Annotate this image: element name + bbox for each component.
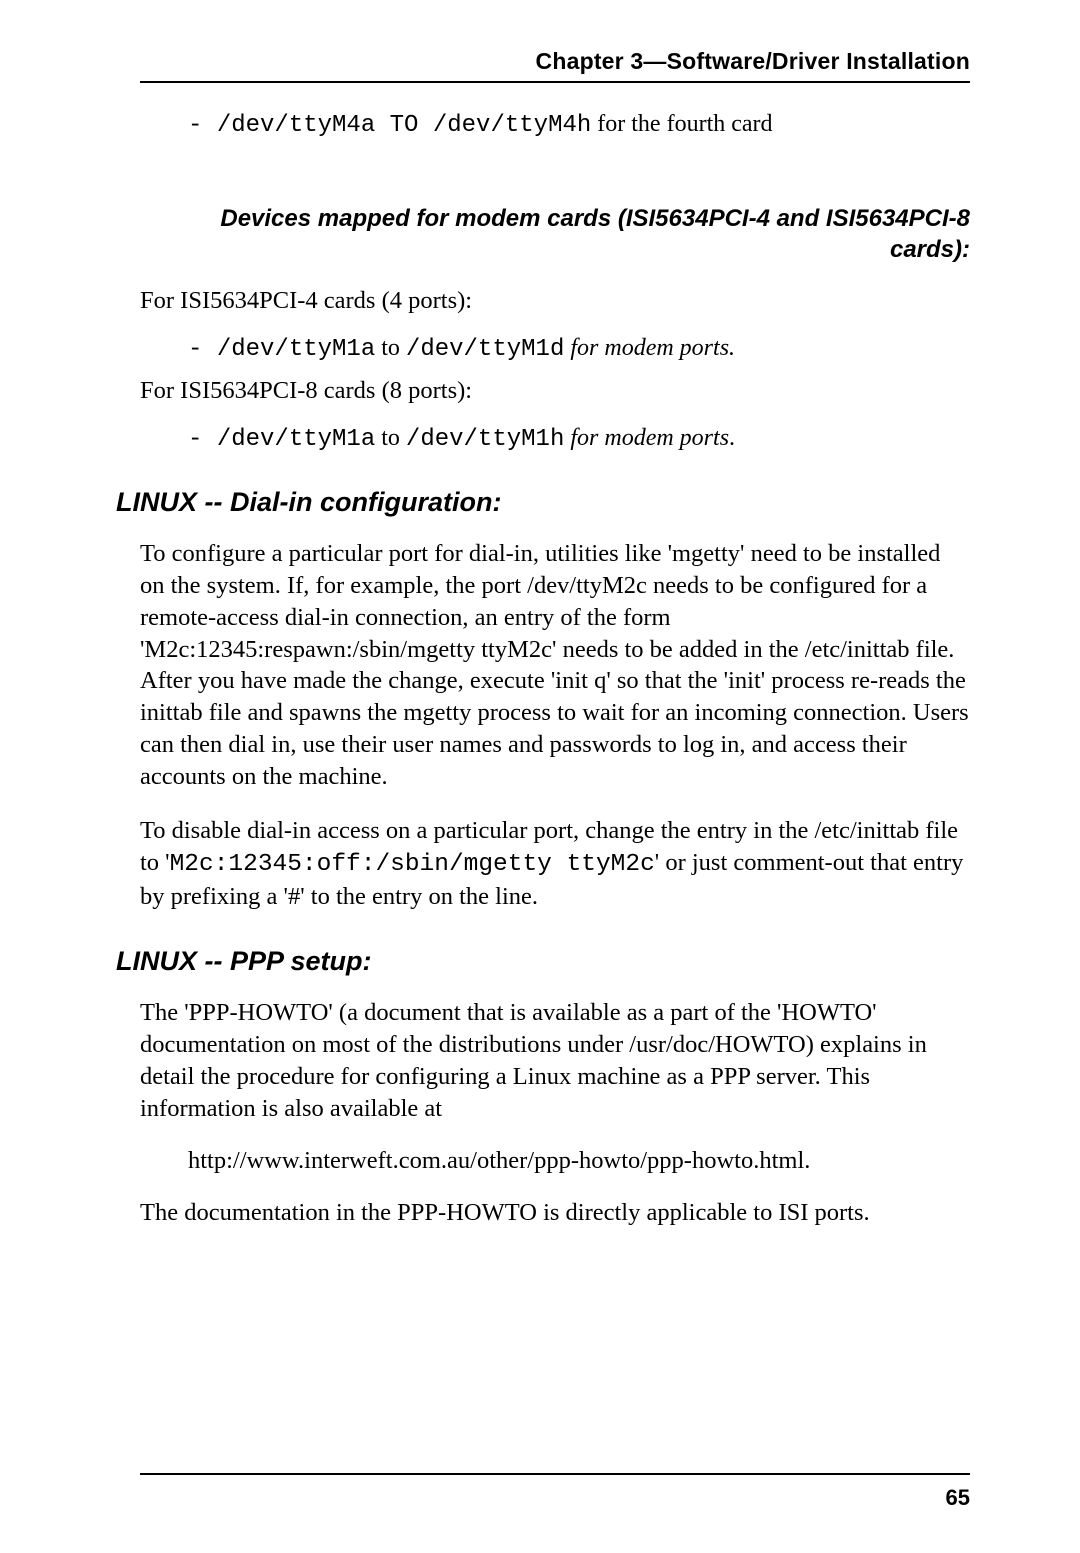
bullet-mid: to: [375, 425, 406, 451]
period: .: [729, 425, 735, 451]
mapped-4-port-bullet: - /dev/ttyM1a to /dev/ttyM1d for modem p…: [188, 335, 970, 363]
chapter-header: Chapter 3—Software/Driver Installation: [140, 48, 970, 83]
ppp-url: http://www.interweft.com.au/other/ppp-ho…: [188, 1147, 970, 1175]
bullet-tail: for the fourth card: [591, 111, 772, 137]
device-code-start: /dev/ttyM1a: [217, 426, 375, 453]
bullet-mid: to: [375, 335, 406, 361]
mapped-8-port-label: For ISI5634PCI-8 cards (8 ports):: [140, 375, 970, 407]
device-code-end: /dev/ttyM1h: [406, 426, 564, 453]
bullet-prefix: -: [188, 426, 217, 453]
mapped-4-port-label: For ISI5634PCI-4 cards (4 ports):: [140, 285, 970, 317]
bullet-tail: for modem ports.: [564, 335, 735, 361]
footer-rule: [140, 1473, 970, 1485]
device-mapping-line-4th-card: - /dev/ttyM4a TO /dev/ttyM4h for the fou…: [188, 111, 970, 139]
heading-ppp: LINUX -- PPP setup:: [116, 946, 970, 977]
mapped-8-port-bullet: - /dev/ttyM1a to /dev/ttyM1h for modem p…: [188, 425, 970, 453]
ppp-para-2: The documentation in the PPP-HOWTO is di…: [140, 1197, 970, 1229]
sub-heading-modem-cards: Devices mapped for modem cards (ISI5634P…: [196, 203, 970, 265]
para2-code: M2c:12345:off:/sbin/mgetty ttyM2c: [170, 851, 655, 878]
bullet-prefix: -: [188, 336, 217, 363]
device-code-start: /dev/ttyM1a: [217, 336, 375, 363]
bullet-tail: for modem ports: [564, 425, 729, 451]
device-code-end: /dev/ttyM1d: [406, 336, 564, 363]
page-number: 65: [140, 1485, 970, 1511]
ppp-para-1: The 'PPP-HOWTO' (a document that is avai…: [140, 997, 970, 1124]
heading-dialin: LINUX -- Dial-in configuration:: [116, 487, 970, 518]
bullet-prefix: -: [188, 112, 217, 139]
device-code: /dev/ttyM4a TO /dev/ttyM4h: [217, 112, 591, 139]
dialin-para-1: To configure a particular port for dial-…: [140, 538, 970, 793]
page-footer: 65: [140, 1433, 970, 1511]
dialin-para-2: To disable dial-in access on a particula…: [140, 815, 970, 913]
